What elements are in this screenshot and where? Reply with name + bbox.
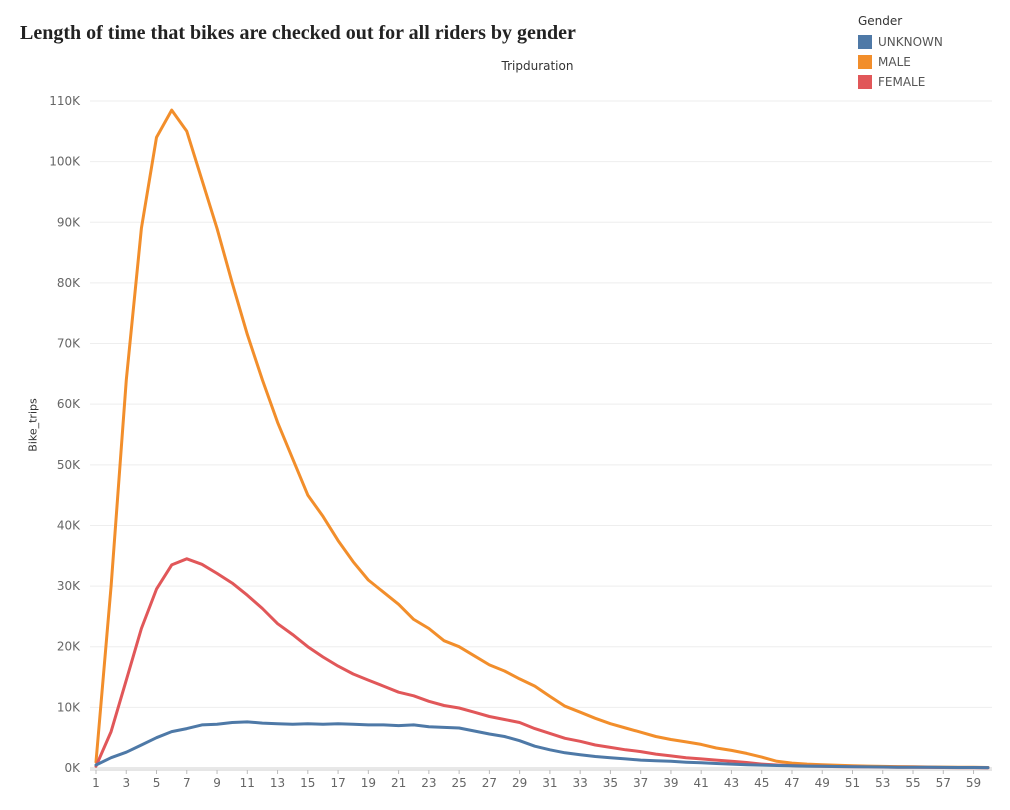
x-tick-label: 21 [391, 776, 406, 790]
x-tick-label: 31 [542, 776, 557, 790]
x-tick-label: 35 [603, 776, 618, 790]
x-tick-label: 13 [270, 776, 285, 790]
x-axis-ticks: 1 3 5 7 9 11 13 15 17 19 21 23 25 27 29 31 33 35 37 39 41 43 4… [90, 769, 992, 790]
legend: Gender UNKNOWN MALE FEMALE [858, 14, 943, 92]
x-tick-label: 9 [213, 776, 221, 790]
y-tick-label: 110K [49, 94, 81, 108]
legend-label-unknown: UNKNOWN [878, 35, 943, 49]
x-tick-label: 45 [754, 776, 769, 790]
x-axis-label: Tripduration [501, 59, 574, 73]
x-tick-label: 37 [633, 776, 648, 790]
x-tick-label: 25 [451, 776, 466, 790]
legend-label-male: MALE [878, 55, 911, 69]
y-tick-label: 40K [57, 518, 81, 532]
x-tick-label: 11 [240, 776, 255, 790]
x-tick-label: 17 [330, 776, 345, 790]
y-tick-label: 30K [57, 579, 81, 593]
legend-item-male[interactable]: MALE [858, 52, 943, 72]
y-tick-label: 80K [57, 276, 81, 290]
x-tick-label: 33 [573, 776, 588, 790]
x-tick-label: 3 [122, 776, 130, 790]
y-axis-ticks: 0K 10K 20K 30K 40K 50K 60K 70K 80K 90K 100K 110K [49, 94, 81, 775]
y-tick-label: 20K [57, 640, 81, 654]
x-tick-label: 23 [421, 776, 436, 790]
y-tick-label: 100K [49, 155, 81, 169]
x-tick-label: 59 [966, 776, 981, 790]
x-tick-label: 57 [936, 776, 951, 790]
x-tick-label: 43 [724, 776, 739, 790]
x-tick-label: 47 [784, 776, 799, 790]
x-tick-label: 51 [845, 776, 860, 790]
legend-swatch-unknown [858, 35, 872, 49]
x-tick-label: 27 [482, 776, 497, 790]
y-tick-label: 60K [57, 397, 81, 411]
x-tick-label: 49 [815, 776, 830, 790]
series-line-female[interactable] [94, 557, 990, 770]
legend-item-female[interactable]: FEMALE [858, 72, 943, 92]
legend-swatch-male [858, 55, 872, 69]
x-tick-label: 7 [183, 776, 191, 790]
y-tick-label: 50K [57, 458, 81, 472]
series-line-male[interactable] [94, 108, 990, 769]
legend-title: Gender [858, 14, 903, 28]
y-tick-label: 70K [57, 337, 81, 351]
page-title: Length of time that bikes are checked ou… [20, 22, 576, 44]
x-tick-label: 15 [300, 776, 315, 790]
legend-swatch-female [858, 75, 872, 89]
x-tick-label: 55 [905, 776, 920, 790]
x-tick-label: 53 [875, 776, 890, 790]
x-tick-label: 29 [512, 776, 527, 790]
series-lines [94, 108, 990, 770]
y-tick-label: 10K [57, 700, 81, 714]
legend-label-female: FEMALE [878, 75, 926, 89]
series-line-unknown[interactable] [94, 720, 990, 770]
y-tick-label: 0K [64, 761, 81, 775]
x-tick-label: 5 [153, 776, 161, 790]
x-tick-label: 19 [361, 776, 376, 790]
grid-lines [90, 100, 992, 769]
x-tick-label: 1 [92, 776, 100, 790]
x-tick-label: 41 [694, 776, 709, 790]
legend-item-unknown[interactable]: UNKNOWN [858, 32, 943, 52]
x-tick-label: 39 [663, 776, 678, 790]
y-tick-label: 90K [57, 215, 81, 229]
